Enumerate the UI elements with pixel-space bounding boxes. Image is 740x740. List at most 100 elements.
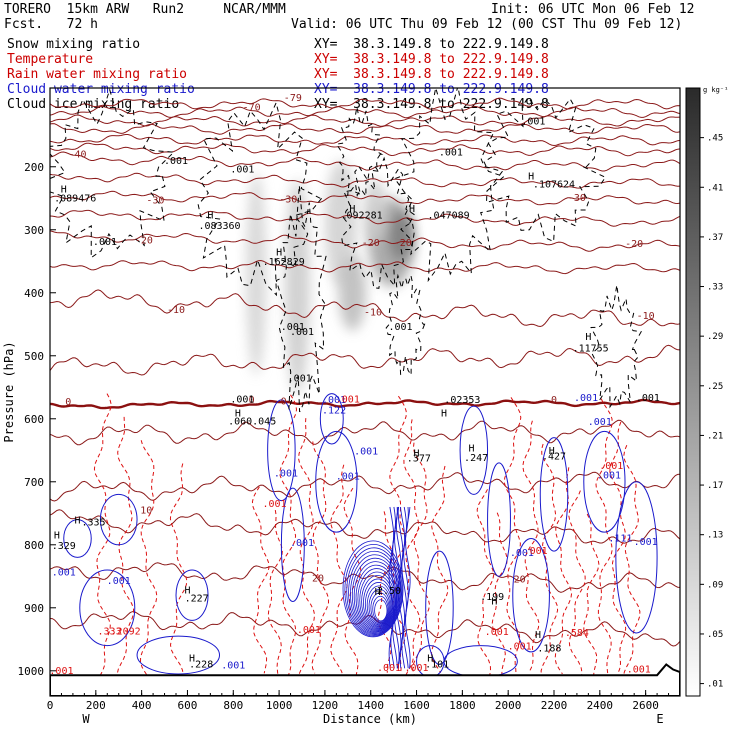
max-label-5: .162829 (263, 257, 305, 268)
cloud-water-label-9: .001 (510, 548, 534, 559)
colorbar-tick-label-4: .17 (707, 481, 723, 491)
max-label-21: H (54, 530, 60, 541)
max-label-31: H (535, 630, 541, 641)
rain-contour-15 (430, 465, 449, 673)
temperature-label-8: -20 (394, 238, 412, 249)
rain-label-5: .001 (508, 641, 532, 652)
x-tick-label-12: 2400 (587, 699, 614, 712)
isotherm--25 (50, 209, 680, 227)
snow-shading-0 (245, 173, 267, 375)
cloud-water-column-9 (405, 506, 411, 669)
max-label-33: H (427, 653, 433, 664)
x-tick-label-7: 1400 (357, 699, 384, 712)
field-temperature: Temperature (7, 52, 94, 67)
max-label-22: .329 (52, 541, 76, 552)
cloud-water-core-9 (359, 571, 395, 629)
rain-label-12: .584 (565, 628, 589, 639)
isotherm--40 (50, 151, 680, 172)
snow-label-7: .001 (288, 374, 312, 385)
temperature-label-6: -20 (135, 236, 153, 247)
isotherm-5 (50, 419, 680, 446)
x-tick-label-10: 2000 (495, 699, 522, 712)
isotherm--70 (50, 97, 680, 110)
isotherm-0 (50, 398, 680, 410)
max-label-40: .427 (542, 452, 566, 463)
cloud-water-contour-15 (615, 481, 658, 634)
rain-contour-16 (476, 489, 495, 676)
colorbar-tick-label-0: .01 (707, 680, 723, 690)
cloud-water-core-1 (344, 543, 403, 637)
snow-shading-2 (324, 160, 357, 287)
cloud-water-contour-9 (459, 405, 489, 495)
snow-contour-2 (275, 185, 327, 413)
x-tick-label-9: 1800 (449, 699, 476, 712)
max-label-28: .228 (189, 660, 213, 671)
rain-contour-9 (330, 464, 348, 677)
cloud-water-label-5: .001 (290, 538, 314, 549)
max-label-8: H (409, 204, 415, 215)
rain-contour-5 (267, 510, 283, 677)
isotherm--30 (50, 190, 680, 206)
isotherm--60 (50, 114, 680, 127)
colorbar-tick-label-1: .05 (707, 630, 723, 640)
cloud-water-contour-0 (63, 519, 92, 558)
rain-contour-4 (251, 486, 270, 674)
cloud-water-contour-8 (280, 487, 305, 602)
xy-snow: XY= 38.3.149.8 to 222.9.149.8 (314, 37, 549, 52)
cloud-water-core-13 (366, 585, 392, 626)
xy-cloud-ice: XY= 38.3.149.8 to 222.9.149.8 (314, 97, 549, 112)
cloud-water-contour-6 (319, 393, 344, 445)
max-label-36: .377 (407, 454, 431, 465)
rain-contour-7 (297, 418, 316, 676)
rain-label-4: .001 (485, 627, 509, 638)
max-label-24: 2.50 (377, 586, 401, 597)
cloud-water-label-14: .111 (608, 534, 632, 545)
max-label-32: .188 (537, 643, 561, 654)
header-model: TORERO 15km ARW Run2 NCAR/MMM (4, 2, 286, 17)
colorbar-tick-label-6: .25 (707, 382, 723, 392)
field-cloud-water: Cloud water mixing ratio (7, 82, 195, 97)
max-label-34: .101 (425, 660, 449, 671)
rain-contour-6 (279, 394, 298, 678)
rain-contour-3 (169, 463, 188, 676)
cloud-water-label-4: .001 (336, 471, 360, 482)
field-snow: Snow mixing ratio (7, 37, 141, 52)
max-label-15: .060 (228, 416, 252, 427)
cloud-water-label-7: .001 (107, 576, 131, 587)
cloud-water-core-0 (342, 540, 404, 638)
max-label-20: .335 (81, 517, 105, 528)
temperature-label-7: -20 (362, 238, 380, 249)
rain-contour-21 (554, 467, 573, 675)
snow-label-4: .001 (93, 237, 117, 248)
y-tick-label-0: 200 (24, 161, 44, 174)
x-tick-label-8: 1600 (403, 699, 430, 712)
max-label-29: H (491, 597, 497, 608)
max-label-39: H (549, 446, 555, 457)
temperature-label-10: -10 (167, 305, 185, 316)
rain-label-8: .001 (627, 665, 651, 676)
cloud-water-column-0 (388, 506, 395, 669)
isotherm--5 (50, 344, 680, 376)
cloud-water-core-17 (374, 599, 388, 622)
cloud-water-core-15 (370, 592, 390, 624)
rain-label-2: .001 (524, 546, 548, 557)
rain-label-7: .001 (377, 663, 401, 674)
rain-contour-14 (412, 442, 430, 675)
rain-label-10: .333 (98, 626, 122, 637)
y-tick-label-5: 700 (24, 476, 44, 489)
temperature-label-18: 20 (312, 573, 324, 584)
temperature-label-0: -79 (284, 93, 302, 104)
isotherm-10 (50, 471, 680, 502)
x-tick-label-0: 0 (47, 699, 54, 712)
cloud-water-core-3 (348, 550, 401, 635)
max-label-30: .199 (480, 592, 504, 603)
max-label-9: .047089 (428, 210, 470, 221)
x-tick-label-2: 400 (132, 699, 152, 712)
snow-shading-6 (363, 179, 387, 243)
snow-contour-4 (394, 88, 504, 283)
xy-temperature: XY= 38.3.149.8 to 222.9.149.8 (314, 52, 549, 67)
y-tick-label-4: 600 (24, 413, 44, 426)
isotherm--35 (50, 172, 680, 189)
colorbar-tick-label-9: .37 (707, 233, 723, 243)
temperature-label-4: -30 (279, 195, 297, 206)
